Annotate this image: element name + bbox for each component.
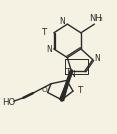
- Text: HO: HO: [2, 98, 15, 107]
- Text: T: T: [66, 68, 71, 77]
- Text: N: N: [94, 53, 100, 63]
- Text: N: N: [60, 17, 66, 26]
- Text: N: N: [70, 70, 75, 79]
- Text: N: N: [46, 45, 52, 55]
- Text: NH: NH: [89, 14, 101, 23]
- Text: T: T: [42, 28, 47, 37]
- Text: 2: 2: [98, 17, 102, 22]
- Polygon shape: [60, 71, 71, 101]
- Text: O: O: [42, 87, 48, 93]
- Text: T: T: [78, 85, 83, 95]
